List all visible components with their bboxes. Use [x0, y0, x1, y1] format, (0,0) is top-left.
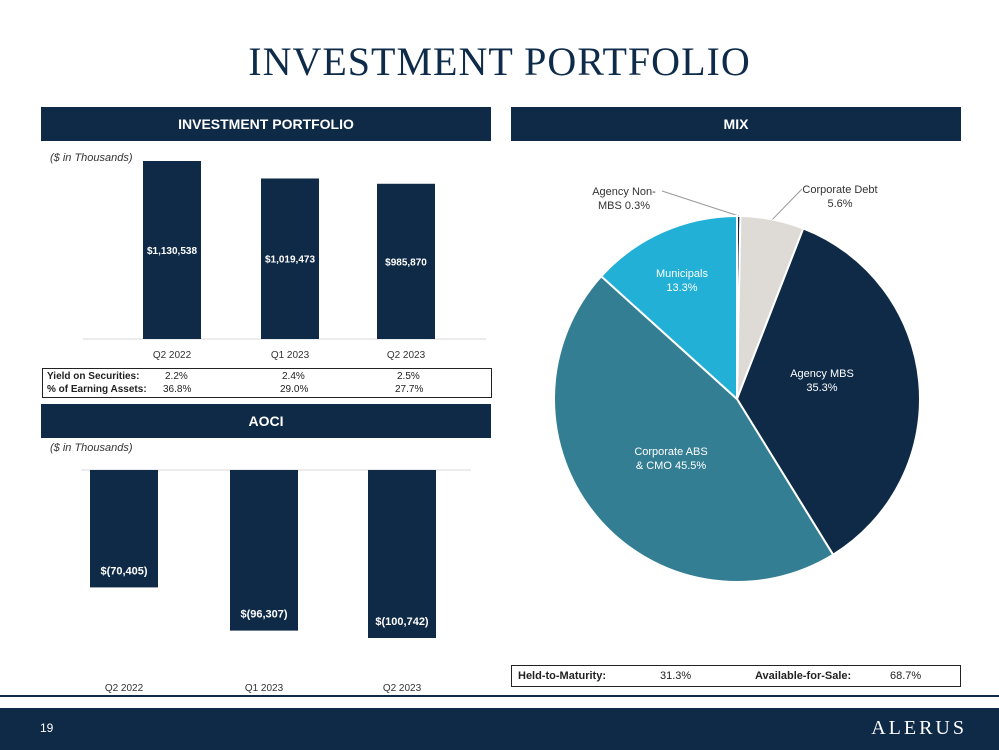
- data-label: $1,130,538: [147, 246, 197, 257]
- aoci-bar-chart: $(70,405) Q2 2022 $(96,307) Q1 2023 $(100,74…: [81, 469, 471, 694]
- leader-line: [661, 190, 739, 217]
- slice-label: 13.3%: [666, 282, 697, 294]
- yield-value-q2-2023: 2.5%: [397, 371, 420, 382]
- yield-row-securities: Yield on Securities: 2.2% 2.4% 2.5%: [47, 371, 487, 384]
- page-title: INVESTMENT PORTFOLIO: [248, 39, 751, 84]
- slice-label: MBS 0.3%: [598, 200, 650, 212]
- tick-label: Q1 2023: [245, 683, 284, 694]
- mix-header-label: MIX: [723, 116, 749, 132]
- portfolio-header-label: INVESTMENT PORTFOLIO: [178, 116, 354, 132]
- earning-assets-q1-2023: 29.0%: [280, 384, 309, 395]
- bar: [90, 470, 158, 588]
- bar: [377, 183, 435, 339]
- portfolio-bar-chart: $1,130,538 Q2 2022 $1,019,473 Q1 2023 $985,8…: [83, 161, 486, 361]
- earning-assets-label: % of Earning Assets:: [47, 384, 147, 395]
- bar: [261, 178, 319, 339]
- tick-label: Q1 2023: [271, 350, 310, 361]
- data-label: $(96,307): [240, 609, 287, 621]
- aoci-section-header: AOCI: [41, 404, 491, 438]
- page-number: 19: [40, 721, 54, 735]
- slice-label: Corporate ABS: [634, 446, 707, 458]
- yield-row-earning-assets: % of Earning Assets: 36.8% 29.0% 27.7%: [47, 384, 487, 397]
- yield-label: Yield on Securities:: [47, 371, 140, 382]
- earning-assets-q2-2022: 36.8%: [163, 384, 192, 395]
- yield-value-q2-2022: 2.2%: [165, 371, 188, 382]
- aoci-header-label: AOCI: [248, 413, 284, 429]
- htm-afs-table: Held-to-Maturity: 31.3% Available-for-Sa…: [511, 665, 961, 687]
- tick-label: Q2 2023: [383, 683, 422, 694]
- yield-table: Yield on Securities: 2.2% 2.4% 2.5% % of…: [42, 368, 492, 398]
- slice-label: Agency Non-: [592, 186, 656, 198]
- portfolio-section-header: INVESTMENT PORTFOLIO: [41, 107, 491, 141]
- slice-label: 5.6%: [827, 198, 852, 210]
- bar: [230, 470, 298, 631]
- afs-value: 68.7%: [890, 670, 922, 682]
- portfolio-unit-note: ($ in Thousands): [50, 152, 133, 164]
- data-label: $(100,742): [375, 616, 429, 628]
- leader-line: [772, 188, 803, 220]
- earning-assets-q2-2023: 27.7%: [395, 384, 424, 395]
- aoci-unit-note: ($ in Thousands): [50, 442, 133, 454]
- footer-rule: [0, 695, 999, 697]
- mix-section-header: MIX: [511, 107, 961, 141]
- footer-bar: 19 ALERUS: [0, 708, 999, 750]
- data-label: $1,019,473: [265, 255, 315, 266]
- mix-pie-chart: Agency Non- MBS 0.3% Corporate Debt 5.6% Age…: [553, 184, 921, 583]
- slice-label: & CMO 45.5%: [636, 460, 707, 472]
- slice-label: Municipals: [656, 268, 708, 280]
- afs-label: Available-for-Sale:: [755, 670, 852, 682]
- slice-label: Agency MBS: [790, 368, 854, 380]
- data-label: $(70,405): [100, 565, 147, 577]
- data-label: $985,870: [385, 257, 427, 268]
- bar: [368, 470, 436, 638]
- bar: [143, 161, 201, 339]
- yield-value-q1-2023: 2.4%: [282, 371, 305, 382]
- pie-slice: [735, 227, 921, 557]
- slice-label: Corporate Debt: [802, 184, 877, 196]
- htm-label: Held-to-Maturity:: [518, 670, 606, 682]
- pie-slice: [599, 214, 738, 402]
- tick-label: Q2 2022: [105, 683, 144, 694]
- pie-slice: [553, 274, 835, 583]
- htm-value: 31.3%: [660, 670, 692, 682]
- tick-label: Q2 2023: [387, 350, 426, 361]
- tick-label: Q2 2022: [153, 350, 192, 361]
- slice-label: 35.3%: [806, 382, 837, 394]
- brand-logo: ALERUS: [871, 717, 967, 739]
